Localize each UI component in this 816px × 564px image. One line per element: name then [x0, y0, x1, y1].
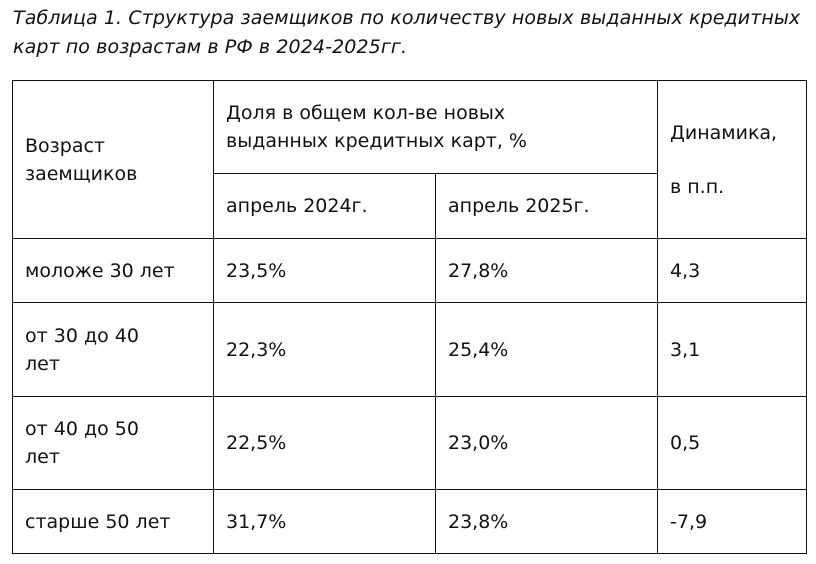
cell-dynamics: -7,9 [657, 489, 807, 554]
subheader-row: апрель 2024г. апрель 2025г. [13, 173, 807, 239]
table-caption: Таблица 1. Структура заемщиков по количе… [13, 7, 801, 58]
cell-apr2024: 22,3% [213, 302, 436, 397]
cell-dynamics: 3,1 [657, 302, 807, 397]
cell-apr2024: 23,5% [213, 238, 436, 303]
header-dynamics: Динамика, в п.п. [657, 80, 807, 239]
cell-apr2024: 22,5% [213, 396, 436, 490]
cell-age: от 30 до 40 лет [12, 302, 214, 397]
borrowers-table: Возраст заемщиков Доля в общем кол-ве но… [12, 80, 807, 554]
header-apr2024: апрель 2024г. [213, 173, 436, 239]
header-dynamics-line2: в п.п. [670, 175, 725, 198]
header-dynamics-line1: Динамика, [670, 121, 778, 144]
header-share: Доля в общем кол-ве новых выданных креди… [213, 80, 658, 174]
header-apr2025: апрель 2025г. [435, 173, 658, 239]
cell-apr2025: 25,4% [435, 302, 658, 397]
header-age: Возраст заемщиков [12, 80, 214, 239]
table-row: от 40 до 50 лет 22,5% 23,0% 0,5 [12, 396, 807, 490]
cell-apr2025: 27,8% [435, 238, 658, 303]
table-row: от 30 до 40 лет 22,3% 25,4% 3,1 [12, 302, 807, 397]
cell-dynamics: 4,3 [657, 238, 807, 303]
table-row: старше 50 лет 31,7% 23,8% -7,9 [12, 489, 807, 554]
cell-apr2025: 23,0% [435, 396, 658, 490]
cell-apr2024: 31,7% [213, 489, 436, 554]
cell-age: старше 50 лет [12, 489, 214, 554]
table-row: моложе 30 лет 23,5% 27,8% 4,3 [12, 238, 807, 303]
cell-age: от 40 до 50 лет [12, 396, 214, 490]
header-row: Возраст заемщиков Доля в общем кол-ве но… [12, 80, 807, 239]
cell-apr2025: 23,8% [435, 489, 658, 554]
cell-age: моложе 30 лет [12, 238, 214, 303]
cell-dynamics: 0,5 [657, 396, 807, 490]
